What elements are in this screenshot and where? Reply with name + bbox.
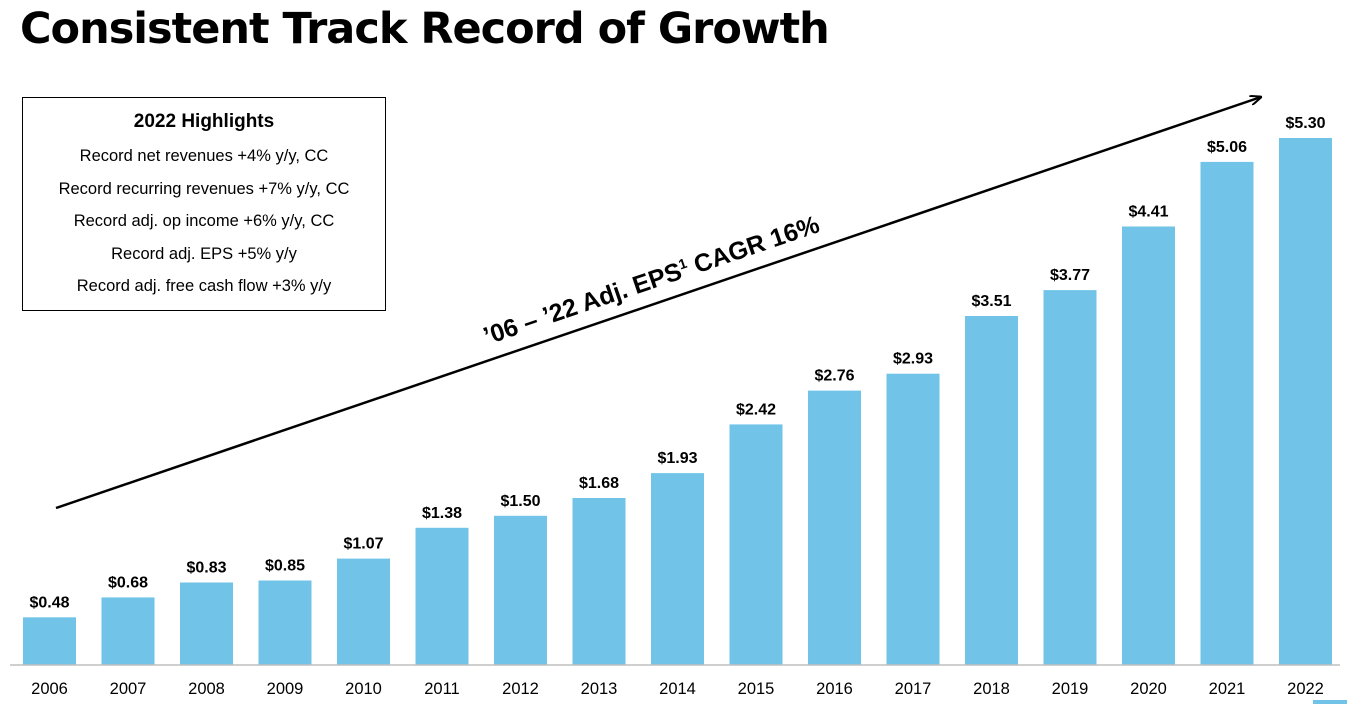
highlights-heading: 2022 Highlights	[133, 111, 275, 132]
highlights-list: Record net revenues +4% y/y, CC Record r…	[23, 140, 385, 303]
x-tick-2010: 2010	[345, 680, 382, 698]
bar-2017	[886, 373, 940, 665]
x-tick-2006: 2006	[31, 680, 68, 698]
x-tick-2014: 2014	[659, 680, 696, 698]
highlight-item: Record recurring revenues +7% y/y, CC	[58, 179, 350, 198]
data-label-2010: $1.07	[343, 536, 383, 553]
data-label-2006: $0.48	[29, 594, 69, 611]
bar-2009	[258, 580, 312, 665]
bar-2006	[23, 617, 76, 665]
highlight-item: Record net revenues +4% y/y, CC	[79, 147, 329, 165]
x-tick-2013: 2013	[581, 680, 618, 698]
x-tick-2016: 2016	[816, 680, 853, 698]
bar-2015	[729, 424, 783, 665]
bar-2018	[965, 316, 1018, 665]
x-tick-2018: 2018	[973, 680, 1010, 698]
x-tick-2009: 2009	[267, 680, 304, 698]
highlight-item: Record adj. EPS +5% y/y	[111, 244, 297, 263]
data-label-2018: $3.51	[971, 293, 1011, 310]
x-tick-2008: 2008	[188, 680, 225, 698]
x-tick-2012: 2012	[502, 680, 539, 698]
corner-accent-bar	[1313, 700, 1347, 704]
bar-2014	[651, 473, 704, 665]
x-tick-2011: 2011	[424, 680, 459, 698]
highlights-box: 2022 Highlights Record net revenues +4% …	[22, 97, 386, 311]
bar-2019	[1043, 290, 1097, 665]
data-label-2009: $0.85	[265, 558, 305, 575]
data-label-2007: $0.68	[108, 574, 148, 591]
x-tick-2019: 2019	[1052, 680, 1089, 698]
x-tick-labels-group: 2006 2007 2008 2009 2010 2011 2012 2013 2014 2015…	[31, 680, 1324, 698]
data-label-2008: $0.83	[186, 560, 226, 577]
x-tick-2007: 2007	[110, 680, 147, 698]
highlight-item: Record adj. free cash flow +3% y/y	[76, 277, 332, 295]
data-labels-group: $0.48 $0.68 $0.83 $0.85 $1.07 $1.38 $1.50 $1.68…	[29, 115, 1325, 611]
bar-2011	[415, 527, 469, 665]
data-label-2011: $1.38	[422, 505, 462, 522]
x-tick-2020: 2020	[1130, 680, 1167, 698]
data-label-2020: $4.41	[1128, 204, 1168, 221]
growth-trend-arrow	[55, 97, 1261, 510]
bars-group	[23, 138, 1332, 665]
bar-2012	[494, 515, 547, 665]
x-tick-2022: 2022	[1287, 680, 1324, 698]
bar-2007	[101, 597, 155, 665]
bar-2022	[1279, 138, 1332, 665]
highlight-item: Record adj. op income +6% y/y, CC	[73, 212, 335, 230]
page-title: Consistent Track Record of Growth	[20, 4, 830, 54]
data-label-2019: $3.77	[1050, 267, 1090, 284]
data-label-2022: $5.30	[1285, 115, 1325, 132]
data-label-2015: $2.42	[736, 401, 776, 418]
data-label-2017: $2.93	[893, 351, 933, 368]
bar-2020	[1122, 226, 1175, 665]
data-label-2013: $1.68	[579, 475, 619, 492]
x-tick-2017: 2017	[895, 680, 932, 698]
bar-2010	[337, 558, 390, 665]
x-tick-2021: 2021	[1209, 680, 1246, 698]
data-label-2016: $2.76	[814, 368, 854, 385]
cagr-annotation: ’06 – ’22 Adj. EPS1 CAGR 16%	[480, 210, 823, 350]
bar-2008	[180, 582, 233, 665]
data-label-2012: $1.50	[500, 493, 540, 510]
x-tick-2015: 2015	[738, 680, 775, 698]
bar-2016	[808, 390, 861, 665]
bar-2013	[572, 498, 626, 665]
bar-2021	[1200, 161, 1254, 665]
data-label-2014: $1.93	[657, 450, 697, 467]
data-label-2021: $5.06	[1207, 139, 1247, 156]
